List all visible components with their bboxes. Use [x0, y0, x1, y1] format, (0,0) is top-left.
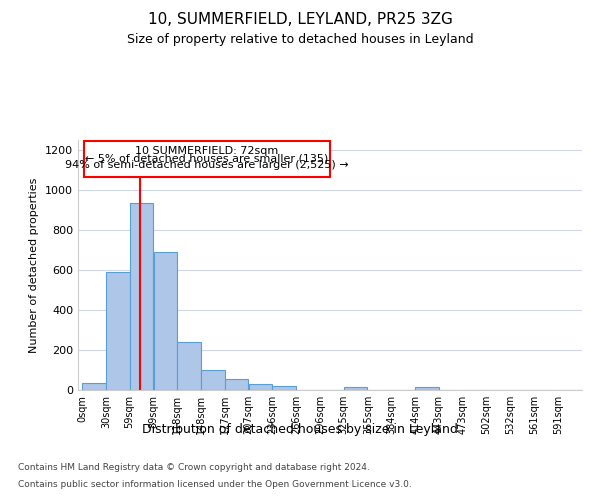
- Text: Size of property relative to detached houses in Leyland: Size of property relative to detached ho…: [127, 32, 473, 46]
- Text: Contains public sector information licensed under the Open Government Licence v3: Contains public sector information licen…: [18, 480, 412, 489]
- Text: 10, SUMMERFIELD, LEYLAND, PR25 3ZG: 10, SUMMERFIELD, LEYLAND, PR25 3ZG: [148, 12, 452, 28]
- Y-axis label: Number of detached properties: Number of detached properties: [29, 178, 40, 352]
- Text: Contains HM Land Registry data © Crown copyright and database right 2024.: Contains HM Land Registry data © Crown c…: [18, 462, 370, 471]
- Bar: [177, 342, 201, 390]
- Bar: [130, 203, 153, 390]
- Bar: [415, 387, 439, 390]
- Bar: [224, 379, 248, 390]
- Bar: [344, 387, 367, 390]
- Bar: [248, 384, 272, 390]
- Text: 94% of semi-detached houses are larger (2,525) →: 94% of semi-detached houses are larger (…: [65, 160, 349, 170]
- Bar: [106, 272, 130, 390]
- Bar: [82, 383, 106, 390]
- Bar: [154, 252, 178, 390]
- Text: 10 SUMMERFIELD: 72sqm: 10 SUMMERFIELD: 72sqm: [135, 146, 278, 156]
- Bar: [83, 142, 330, 177]
- Text: Distribution of detached houses by size in Leyland: Distribution of detached houses by size …: [142, 422, 458, 436]
- Bar: [201, 370, 225, 390]
- Bar: [272, 386, 296, 390]
- Text: ← 5% of detached houses are smaller (135): ← 5% of detached houses are smaller (135…: [85, 154, 328, 164]
